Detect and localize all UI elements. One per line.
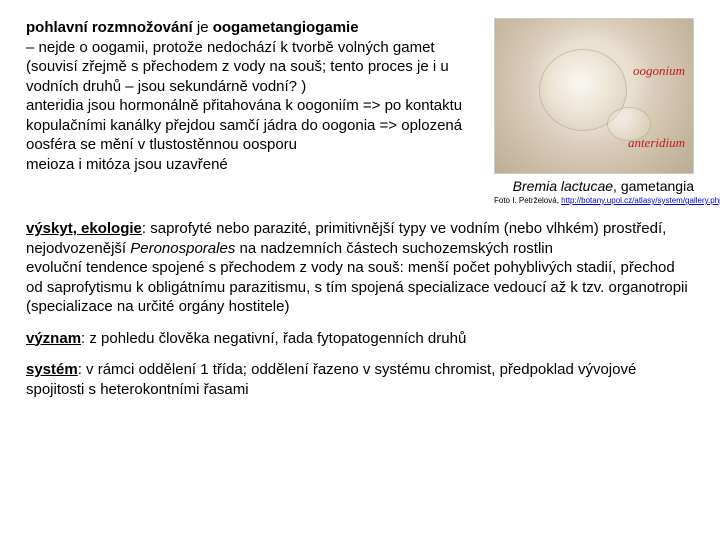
caption-species: Bremia lactucae bbox=[513, 178, 613, 194]
p2-body: evoluční tendence spojené s přechodem z … bbox=[26, 259, 688, 315]
p1-lead-rest: je bbox=[193, 19, 213, 36]
p1-term: oogametangiogamie bbox=[213, 19, 359, 36]
p3-body: : z pohledu člověka negativní, řada fyto… bbox=[81, 330, 466, 347]
p1-body: – nejde o oogamii, protože nedochází k t… bbox=[26, 39, 462, 173]
credit-prefix: Foto I. Petrželová, bbox=[494, 196, 561, 205]
label-oogonium: oogonium bbox=[633, 63, 685, 79]
p2-heading: výskyt, ekologie bbox=[26, 220, 142, 237]
paragraph-reproduction: pohlavní rozmnožování je oogametangiogam… bbox=[26, 18, 486, 205]
paragraph-significance: význam: z pohledu člověka negativní, řad… bbox=[26, 329, 694, 349]
micrograph-image: oogonium anteridium bbox=[494, 18, 694, 174]
p3-heading: význam bbox=[26, 330, 81, 347]
p2-italic: Peronosporales bbox=[130, 240, 235, 257]
p4-heading: systém bbox=[26, 361, 78, 378]
p1-lead-bold: pohlavní rozmnožování bbox=[26, 19, 193, 36]
top-section: pohlavní rozmnožování je oogametangiogam… bbox=[26, 18, 694, 205]
paragraph-system: systém: v rámci oddělení 1 třída; odděle… bbox=[26, 360, 694, 399]
paragraph-ecology: výskyt, ekologie: saprofyté nebo parazit… bbox=[26, 219, 694, 317]
image-column: oogonium anteridium Bremia lactucae, gam… bbox=[494, 18, 694, 205]
p2-lead2: na nadzemních částech suchozemských rost… bbox=[235, 240, 553, 257]
label-antheridium: anteridium bbox=[628, 135, 685, 151]
photo-credit: Foto I. Petrželová, http://botany.upol.c… bbox=[494, 196, 694, 205]
image-caption: Bremia lactucae, gametangia bbox=[494, 178, 694, 194]
credit-link[interactable]: http://botany.upol.cz/atlasy/system/gall… bbox=[561, 196, 720, 205]
p4-body: : v rámci oddělení 1 třída; oddělení řaz… bbox=[26, 361, 636, 398]
caption-rest: , gametangia bbox=[613, 178, 694, 194]
